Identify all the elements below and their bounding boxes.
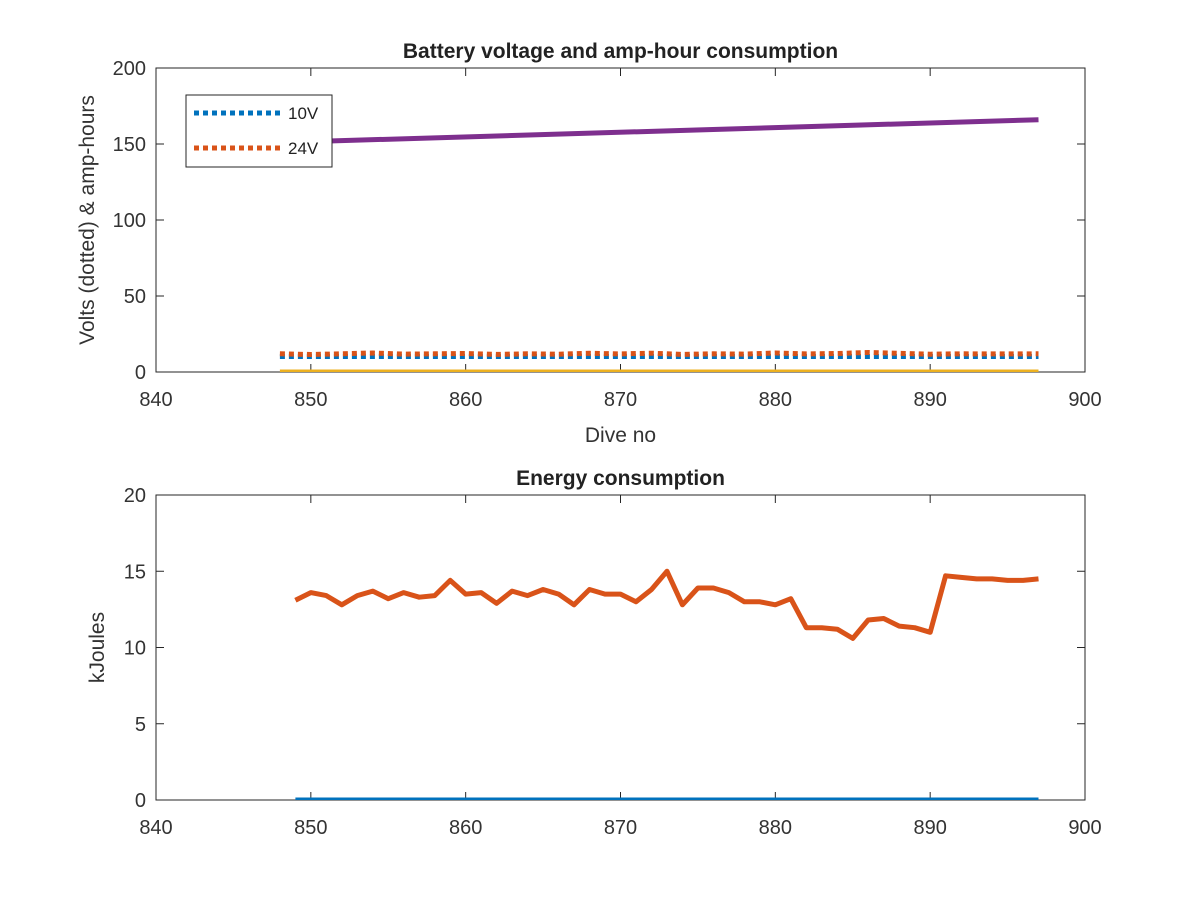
x-tick-label: 850 bbox=[294, 389, 327, 411]
y-tick-label: 5 bbox=[135, 714, 146, 736]
y-tick-label: 200 bbox=[113, 58, 146, 80]
legend: 10V 24V bbox=[185, 94, 333, 168]
chart-2: 840 850 860 870 880 890 900 0 5 10 15 20 Energy cons… bbox=[86, 467, 1102, 839]
x-tick-label: 880 bbox=[759, 817, 792, 839]
y-tick-label: 20 bbox=[124, 485, 146, 507]
x-axis-label: Dive no bbox=[585, 424, 656, 447]
legend-label-24v: 24V bbox=[288, 139, 319, 158]
y-tick-label: 100 bbox=[113, 210, 146, 232]
chart-title: Battery voltage and amp-hour consumption bbox=[403, 40, 838, 63]
y-tick-label: 15 bbox=[124, 561, 146, 583]
y-tick-label: 50 bbox=[124, 286, 146, 308]
x-tick-label: 860 bbox=[449, 817, 482, 839]
x-tick-label: 850 bbox=[294, 817, 327, 839]
y-axis-label: Volts (dotted) & amp-hours bbox=[76, 95, 99, 345]
y-tick-label: 0 bbox=[135, 362, 146, 384]
chart-title: Energy consumption bbox=[516, 467, 725, 490]
y-tick-label: 0 bbox=[135, 790, 146, 812]
chart-1: 840 850 860 870 880 890 900 0 50 100 150 200 Battery… bbox=[76, 40, 1102, 447]
legend-label-10v: 10V bbox=[288, 104, 319, 123]
legend-box bbox=[185, 94, 333, 168]
x-tick-label: 860 bbox=[449, 389, 482, 411]
series-line-3 bbox=[279, 117, 1039, 145]
y-axis-label: kJoules bbox=[86, 612, 109, 683]
series-group bbox=[294, 568, 1039, 800]
x-tick-label: 840 bbox=[139, 817, 172, 839]
x-tick-label: 890 bbox=[913, 817, 946, 839]
x-tick-label: 890 bbox=[913, 389, 946, 411]
y-tick-label: 10 bbox=[124, 638, 146, 660]
x-tick-label: 870 bbox=[604, 389, 637, 411]
y-tick-label: 150 bbox=[113, 134, 146, 156]
x-tick-label: 840 bbox=[139, 389, 172, 411]
x-tick-label: 900 bbox=[1068, 389, 1101, 411]
series-line-24v bbox=[279, 350, 1039, 357]
x-tick-label: 880 bbox=[759, 389, 792, 411]
x-tick-label: 870 bbox=[604, 817, 637, 839]
x-tick-label: 900 bbox=[1068, 817, 1101, 839]
plot-area bbox=[155, 494, 1086, 801]
series-group bbox=[279, 117, 1039, 372]
series-line-2 bbox=[294, 568, 1039, 641]
